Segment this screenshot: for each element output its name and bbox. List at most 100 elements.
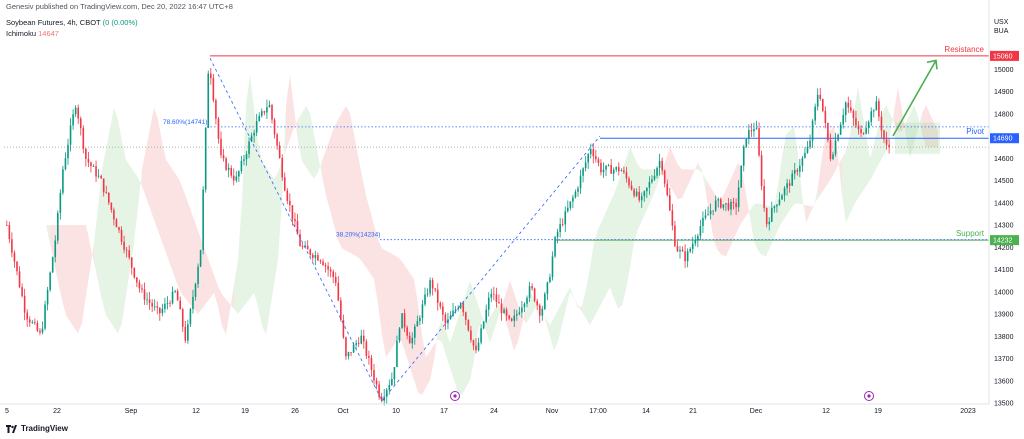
cloud-segment (874, 128, 878, 174)
candle-body (860, 129, 862, 134)
candle-body (210, 73, 212, 79)
time-tick-label: 21 (689, 408, 697, 415)
candle-body (138, 282, 141, 289)
time-tick-label: 17:00 (589, 408, 607, 415)
candle-body (656, 167, 658, 176)
candle-body (49, 272, 51, 290)
cloud-segment (94, 207, 98, 282)
cloud-segment (278, 161, 282, 260)
candle-body (799, 165, 801, 172)
candle-body (870, 111, 873, 122)
candle-body (79, 118, 82, 129)
candle-body (442, 306, 444, 315)
candle-body (92, 166, 95, 167)
candle-body (686, 251, 689, 262)
cloud-segment (90, 242, 94, 270)
time-tick-label: 2023 (960, 408, 976, 415)
cloud-segment (170, 165, 174, 276)
candle-body (431, 280, 434, 289)
candle-body (401, 313, 403, 329)
candle-body (350, 352, 352, 354)
cloud-segment (706, 179, 710, 218)
annotations (209, 57, 938, 402)
candle-body (373, 370, 375, 381)
candle-body (472, 340, 475, 346)
cloud-segment (70, 225, 74, 328)
candle-body (312, 254, 314, 258)
candle-body (375, 380, 378, 385)
candle-body (689, 248, 691, 252)
candle-body (883, 130, 885, 140)
price-tick-label: 14100 (994, 267, 1014, 274)
candle-body (176, 291, 179, 301)
cloud-segment (658, 169, 662, 183)
candle-body (640, 196, 643, 201)
tradingview-logo[interactable]: TradingView (6, 424, 68, 433)
candle-body (533, 288, 536, 301)
cloud-segment (930, 113, 934, 148)
candle-body (536, 300, 538, 306)
candle-body (592, 149, 595, 157)
candle-body (781, 195, 783, 200)
cloud-segment (62, 225, 66, 316)
candle-body (39, 330, 41, 333)
candle-body (82, 128, 85, 149)
candle-body (822, 98, 824, 111)
price-tick-label: 13700 (994, 356, 1014, 363)
cloud-segment (390, 252, 394, 352)
cloud-segment (154, 107, 158, 231)
candle-body (115, 219, 118, 228)
cloud-segment (354, 134, 358, 258)
candle-body (90, 162, 92, 167)
candle-body (34, 322, 36, 324)
candle-body (793, 170, 796, 174)
cloud-segment (694, 162, 698, 172)
candle-body (23, 296, 26, 313)
time-axis: 5 22 Sep 12 19 26 Oct 10 17 24 Nov 17:00 14 21 Dec 12 19… (0, 403, 989, 415)
candle-body (783, 188, 786, 196)
cloud-segment (358, 154, 362, 262)
candle-body (714, 200, 717, 211)
price-tag (990, 133, 1019, 144)
candle-body (500, 303, 503, 314)
candle-body (518, 312, 521, 315)
candle-body (258, 115, 261, 122)
cloud-segment (254, 108, 258, 307)
candle-body (704, 215, 707, 218)
candle-body (166, 303, 169, 304)
candle-body (146, 299, 148, 301)
cloud-segment (454, 318, 458, 393)
candle-body (204, 127, 207, 190)
candle-body (332, 271, 334, 278)
candle-body (485, 309, 487, 322)
cloud-segment (446, 331, 450, 368)
candle-body (286, 190, 289, 201)
candle-body (707, 214, 709, 216)
candle-body (41, 328, 44, 333)
candle-body (294, 219, 296, 222)
candle-body (304, 245, 306, 248)
candle-body (289, 200, 291, 206)
price-tick-label: 13900 (994, 312, 1014, 319)
cloud-segment (478, 304, 482, 330)
candle-body (263, 111, 266, 113)
cloud-segment (58, 225, 62, 300)
cloud-segment (554, 309, 558, 351)
cloud-segment (774, 185, 778, 239)
candle-body (554, 237, 556, 257)
candle-body (194, 283, 197, 297)
candle-body (217, 118, 220, 139)
time-tick-label: Dec (750, 408, 763, 415)
cloud-segment (118, 119, 122, 334)
candle-body (416, 321, 419, 327)
cloud-segment (374, 225, 378, 304)
candle-body (421, 304, 424, 318)
candle-body (360, 335, 363, 344)
candle-body (108, 192, 110, 203)
candle-body (161, 308, 164, 314)
cloud-segment (414, 279, 418, 393)
cloud-segment (818, 157, 822, 199)
price-tick-label: 13800 (994, 334, 1014, 341)
cloud-segment (910, 104, 914, 159)
